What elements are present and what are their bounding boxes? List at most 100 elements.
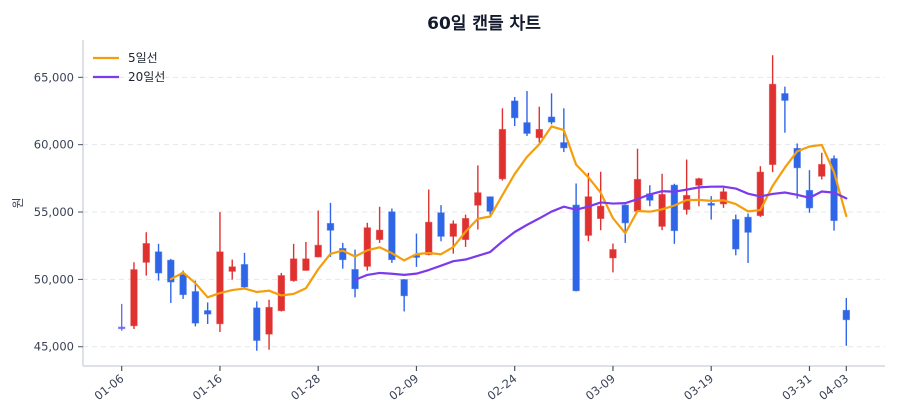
candle-body bbox=[314, 244, 322, 258]
legend-item-ma20: 20일선 bbox=[93, 70, 165, 84]
x-tick-label: 01-28 bbox=[288, 371, 323, 403]
candle-down bbox=[486, 196, 494, 215]
candle-body bbox=[781, 93, 789, 101]
candle-body bbox=[719, 191, 728, 205]
candle-up bbox=[216, 212, 224, 333]
candle-body bbox=[830, 158, 838, 222]
legend-label-ma20: 20일선 bbox=[128, 70, 165, 84]
candle-body bbox=[449, 223, 457, 237]
candle-down bbox=[842, 297, 851, 346]
candle-up bbox=[658, 173, 666, 231]
candle-up bbox=[363, 222, 372, 271]
candle-up bbox=[130, 262, 138, 329]
x-tick-label: 03-09 bbox=[583, 371, 618, 403]
candle-down bbox=[154, 243, 163, 281]
candle-up bbox=[682, 159, 691, 215]
candle-down bbox=[805, 170, 814, 213]
candle-body bbox=[117, 326, 126, 330]
candle-body bbox=[474, 192, 482, 206]
candle-body bbox=[547, 116, 556, 123]
candle-up bbox=[633, 148, 642, 213]
candle-body bbox=[277, 275, 286, 312]
candle-body bbox=[768, 83, 777, 165]
candle-down bbox=[744, 213, 752, 263]
candle-body bbox=[191, 291, 200, 324]
candle-down bbox=[523, 91, 531, 137]
ma5-line bbox=[169, 125, 848, 299]
x-tick-label: 03-31 bbox=[779, 371, 814, 403]
candle-down bbox=[203, 302, 212, 324]
x-tick-label: 02-09 bbox=[386, 371, 421, 403]
candle-body bbox=[695, 178, 703, 186]
candle-down bbox=[511, 96, 519, 127]
candle-down bbox=[437, 205, 445, 242]
y-axis-ticks: 45,000 50,000 55,000 60,000 65,000 bbox=[34, 70, 83, 354]
candle-up bbox=[265, 299, 273, 350]
candle-body bbox=[670, 184, 679, 232]
candle-body bbox=[326, 222, 335, 231]
candle-down bbox=[191, 280, 200, 327]
y-tick-label: 45,000 bbox=[34, 340, 74, 354]
candle-up bbox=[695, 177, 703, 207]
candle-body bbox=[167, 259, 175, 283]
candle-body bbox=[523, 122, 531, 134]
candle-body bbox=[584, 196, 593, 236]
candle-body bbox=[142, 243, 150, 263]
y-axis-label: 원 bbox=[11, 197, 25, 208]
candle-body bbox=[732, 219, 740, 250]
legend: 5일선 20일선 bbox=[93, 51, 165, 84]
candle-down bbox=[572, 183, 580, 292]
candle-body bbox=[756, 171, 765, 217]
candle-body bbox=[289, 258, 298, 282]
candle-body bbox=[609, 249, 617, 259]
candle-up bbox=[142, 232, 150, 276]
candle-up bbox=[818, 152, 826, 180]
y-gridlines bbox=[83, 76, 885, 348]
candle-body bbox=[363, 227, 372, 267]
candle-down bbox=[412, 233, 421, 267]
candle-body bbox=[633, 178, 642, 212]
candle-down bbox=[253, 301, 261, 351]
candle-body bbox=[511, 100, 519, 119]
candle-down bbox=[732, 214, 740, 256]
candle-body bbox=[535, 128, 543, 139]
x-tick-label: 03-19 bbox=[681, 371, 716, 403]
candle-down bbox=[400, 279, 408, 312]
candle-body bbox=[130, 269, 138, 327]
candle-body bbox=[486, 196, 494, 212]
candle-body bbox=[154, 251, 163, 274]
candle-body bbox=[240, 264, 249, 288]
x-tick-label: 01-16 bbox=[190, 371, 225, 403]
candle-up bbox=[535, 106, 543, 143]
candle-flat bbox=[117, 303, 126, 331]
candle-body bbox=[400, 279, 408, 297]
candle-down bbox=[167, 258, 175, 303]
candle-up bbox=[289, 243, 298, 282]
candle-down bbox=[621, 204, 629, 243]
candle-body bbox=[253, 307, 261, 341]
x-tick-label: 01-06 bbox=[92, 371, 127, 403]
candle-body bbox=[265, 306, 273, 335]
candle-down bbox=[339, 242, 347, 269]
candle-body bbox=[203, 310, 212, 315]
candle-body bbox=[572, 204, 580, 292]
candle-body bbox=[682, 194, 691, 210]
candle-up bbox=[498, 108, 507, 181]
candle-up bbox=[719, 187, 728, 208]
moving-average-lines bbox=[169, 125, 848, 299]
axes bbox=[82, 40, 885, 367]
candle-up bbox=[425, 189, 433, 256]
candle-up bbox=[609, 243, 617, 273]
candle-body bbox=[437, 212, 445, 237]
candle-up bbox=[228, 259, 236, 280]
y-tick-label: 60,000 bbox=[34, 138, 74, 152]
candle-body bbox=[818, 163, 826, 177]
candle-body bbox=[339, 248, 347, 261]
x-axis-ticks: 01-06 01-16 01-28 02-09 02-24 03-09 03-19 03-31… bbox=[92, 366, 851, 403]
candle-body bbox=[498, 128, 507, 180]
candle-body bbox=[179, 274, 187, 296]
candle-body bbox=[216, 251, 224, 325]
candle-body bbox=[707, 203, 715, 206]
candle-body bbox=[744, 216, 752, 233]
